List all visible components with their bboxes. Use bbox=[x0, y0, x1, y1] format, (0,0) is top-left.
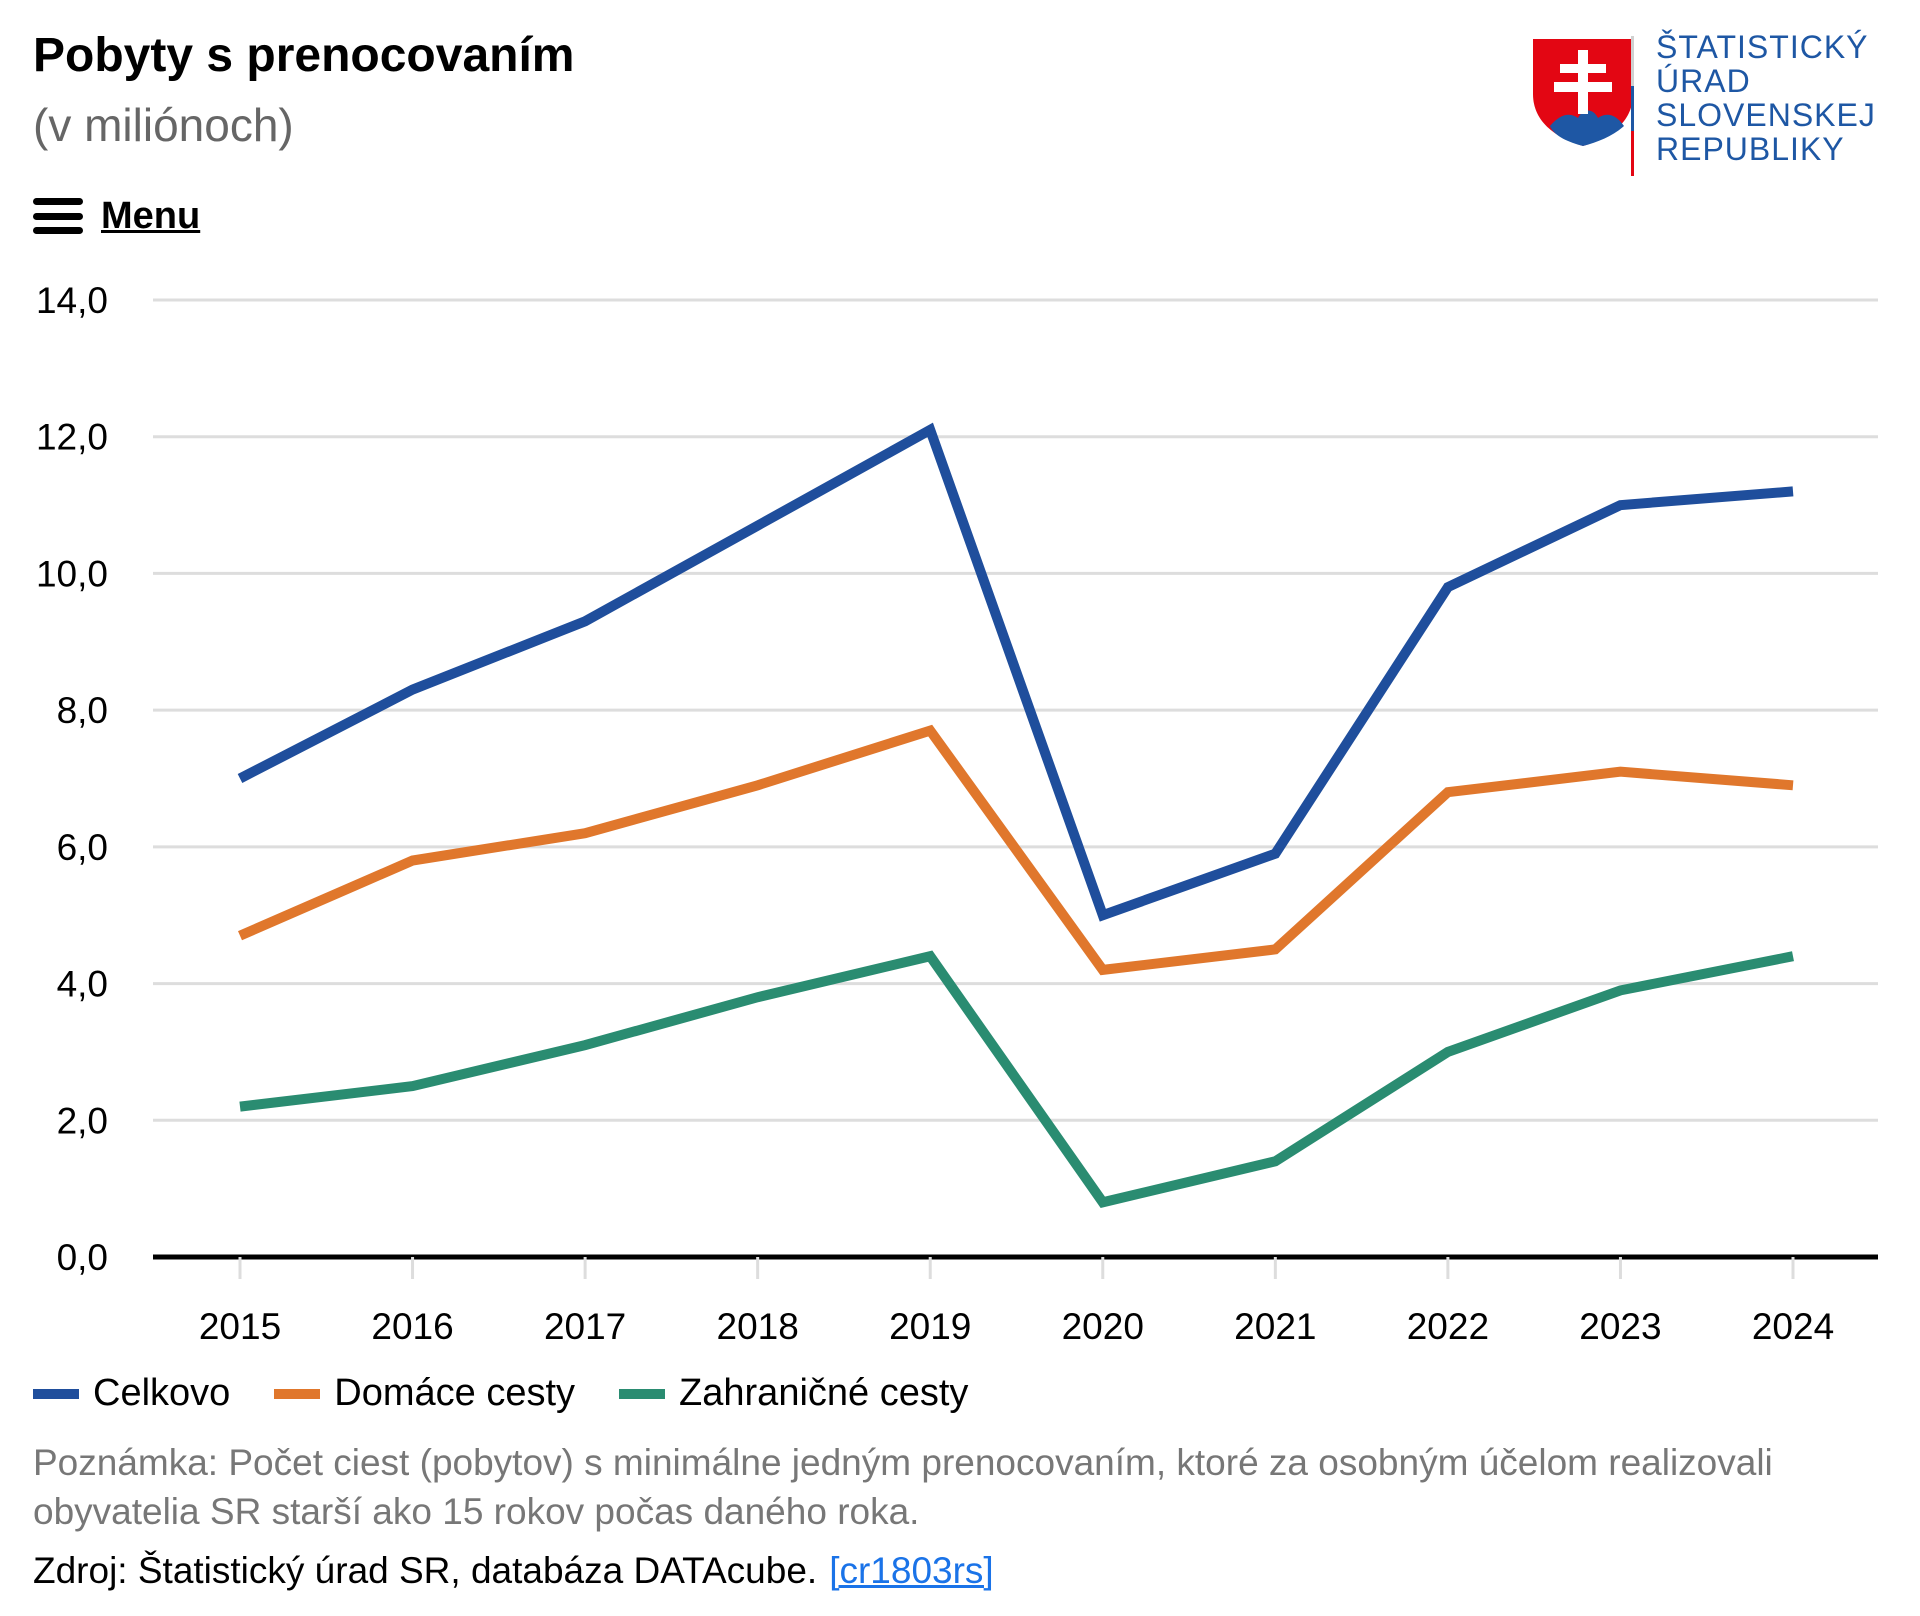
legend-label: Domáce cesty bbox=[334, 1372, 576, 1414]
y-tick-label: 12,0 bbox=[36, 417, 108, 458]
logo-line: REPUBLIKY bbox=[1656, 131, 1845, 167]
legend-label: Celkovo bbox=[93, 1372, 231, 1414]
legend-swatch bbox=[33, 1388, 79, 1399]
source-text: Zdroj: Štatistický úrad SR, databáza DAT… bbox=[33, 1550, 818, 1591]
chart-title: Pobyty s prenocovaním bbox=[33, 29, 575, 82]
y-tick-label: 6,0 bbox=[57, 827, 108, 868]
slovak-coat-of-arms-icon bbox=[1533, 39, 1633, 146]
menu-label: Menu bbox=[101, 194, 201, 237]
y-tick-label: 14,0 bbox=[36, 280, 108, 321]
y-tick-label: 0,0 bbox=[57, 1237, 108, 1278]
menu-button[interactable]: Menu bbox=[33, 192, 200, 240]
chart-source: Zdroj: Štatistický úrad SR, databáza DAT… bbox=[33, 1548, 994, 1594]
legend-item-celkovo[interactable]: Celkovo bbox=[33, 1372, 230, 1415]
x-tick-label: 2024 bbox=[1752, 1306, 1834, 1347]
series-line-2 bbox=[239, 950, 1794, 1208]
legend-item-domace-cesty[interactable]: Domáce cesty bbox=[274, 1372, 575, 1415]
logo-line: ŠTATISTICKÝ bbox=[1656, 29, 1869, 65]
chart-note: Poznámka: Počet ciest (pobytov) s minimá… bbox=[33, 1442, 1773, 1532]
legend-item-zahranicne-cesty[interactable]: Zahraničné cesty bbox=[619, 1372, 968, 1415]
y-tick-label: 4,0 bbox=[57, 964, 108, 1005]
logo-wordmark: ŠTATISTICKÝ ÚRAD SLOVENSKEJ REPUBLIKY bbox=[1656, 30, 1876, 166]
series-line-1 bbox=[238, 724, 1794, 976]
x-tick-label: 2016 bbox=[371, 1306, 453, 1347]
legend-label: Zahraničné cesty bbox=[679, 1372, 969, 1414]
x-tick-label: 2015 bbox=[199, 1306, 281, 1347]
y-tick-label: 2,0 bbox=[57, 1100, 108, 1141]
logo-line: ÚRAD bbox=[1656, 63, 1751, 99]
source-link[interactable]: [cr1803rs] bbox=[829, 1550, 994, 1591]
logo-divider bbox=[1631, 36, 1634, 176]
y-tick-label: 10,0 bbox=[36, 553, 108, 594]
x-tick-label: 2017 bbox=[544, 1306, 626, 1347]
x-tick-label: 2022 bbox=[1407, 1306, 1489, 1347]
legend-swatch bbox=[619, 1388, 666, 1399]
statistical-office-logo: ŠTATISTICKÝ ÚRAD SLOVENSKEJ REPUBLIKY bbox=[1528, 30, 1875, 176]
x-tick-label: 2018 bbox=[717, 1306, 799, 1347]
legend-swatch bbox=[274, 1388, 321, 1399]
chart-subtitle: (v miliónoch) bbox=[33, 99, 294, 151]
series-line-0 bbox=[237, 422, 1794, 922]
x-tick-label: 2019 bbox=[889, 1306, 971, 1347]
x-tick-label: 2020 bbox=[1062, 1306, 1144, 1347]
y-tick-label: 8,0 bbox=[57, 690, 108, 731]
hamburger-icon bbox=[33, 198, 83, 234]
line-chart: 0,0 2,0 4,0 6,0 8,0 10,0 12,0 14,0 2015 2016 2017 2… bbox=[36, 280, 1878, 1347]
x-tick-label: 2023 bbox=[1579, 1306, 1661, 1347]
chart-legend: Celkovo Domáce cesty Zahraničné cesty bbox=[33, 1372, 1012, 1415]
x-tick-label: 2021 bbox=[1234, 1306, 1316, 1347]
logo-line: SLOVENSKEJ bbox=[1656, 97, 1876, 133]
